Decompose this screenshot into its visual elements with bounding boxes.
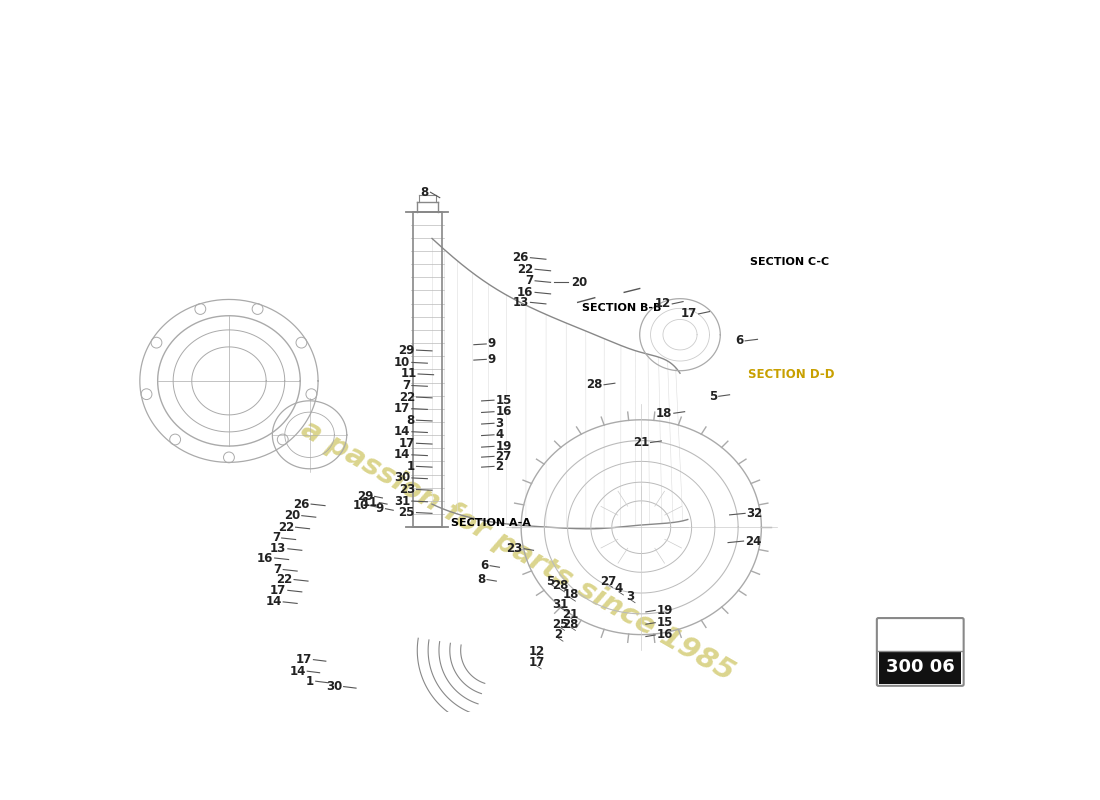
Text: 19: 19 [657,604,673,617]
Text: 17: 17 [394,402,410,415]
Text: 20: 20 [572,276,587,289]
Text: 300 06: 300 06 [886,658,955,677]
Text: 7: 7 [274,563,282,576]
Text: 30: 30 [394,471,410,485]
Text: 16: 16 [495,405,512,418]
Text: 23: 23 [506,542,522,555]
Text: 17: 17 [271,584,286,597]
Text: 29: 29 [398,344,415,357]
FancyBboxPatch shape [877,618,964,686]
Text: 22: 22 [398,390,415,403]
Text: 7: 7 [403,379,410,392]
Text: 9: 9 [487,353,496,366]
Text: 7: 7 [272,531,280,545]
Text: 13: 13 [271,542,286,555]
Text: 22: 22 [276,573,293,586]
Text: 28: 28 [552,579,568,592]
Text: 14: 14 [394,448,410,462]
Text: 5: 5 [547,574,554,587]
Text: 2: 2 [554,629,562,642]
Text: 21: 21 [632,436,649,449]
Text: 24: 24 [745,534,761,547]
Text: 27: 27 [600,574,616,587]
Text: 31: 31 [394,494,410,507]
Text: 19: 19 [495,440,512,453]
Text: a passion for parts since 1985: a passion for parts since 1985 [296,414,739,686]
Text: 25: 25 [552,618,568,630]
Text: 14: 14 [265,595,282,608]
Text: 29: 29 [356,490,373,503]
Text: 23: 23 [398,483,415,496]
Text: 5: 5 [710,390,717,403]
Text: 8: 8 [407,414,415,426]
Text: 4: 4 [615,582,623,595]
Text: 10: 10 [394,356,410,369]
Text: 14: 14 [289,665,306,678]
Text: 3: 3 [495,417,504,430]
Text: 30: 30 [326,680,342,693]
Text: 18: 18 [656,406,672,420]
Text: 13: 13 [513,296,529,309]
Text: 14: 14 [394,426,410,438]
Text: 26: 26 [294,498,309,510]
Text: 6: 6 [481,559,488,572]
Text: 10: 10 [352,499,368,512]
Text: 8: 8 [420,186,428,198]
Text: 28: 28 [562,618,579,630]
Text: 1: 1 [306,674,315,688]
Text: 12: 12 [528,646,544,658]
Text: 15: 15 [657,616,673,629]
Text: 17: 17 [296,653,312,666]
Text: 32: 32 [747,507,763,520]
Text: 9: 9 [487,338,496,350]
Text: 17: 17 [528,656,544,670]
Text: SECTION C-C: SECTION C-C [750,257,829,266]
Text: 12: 12 [654,298,671,310]
Text: 11: 11 [362,496,377,509]
Text: 16: 16 [517,286,534,299]
Text: 4: 4 [495,428,504,442]
Text: 21: 21 [562,609,579,622]
Text: 2: 2 [495,460,504,473]
Text: 27: 27 [495,450,512,463]
Text: 20: 20 [284,509,300,522]
Text: 17: 17 [398,437,415,450]
Text: 9: 9 [376,502,384,515]
Text: 16: 16 [657,629,673,642]
Text: SECTION B-B: SECTION B-B [582,302,662,313]
Text: 17: 17 [681,307,697,321]
Text: 26: 26 [513,251,529,264]
Text: 22: 22 [517,262,534,276]
Text: 16: 16 [256,551,273,565]
Text: 11: 11 [400,367,417,381]
Text: 28: 28 [586,378,603,391]
Bar [412,211,442,527]
Text: SECTION A-A: SECTION A-A [451,518,531,528]
Text: 7: 7 [526,274,534,287]
Text: 3: 3 [626,590,635,603]
Text: 8: 8 [477,573,485,586]
Text: 25: 25 [398,506,415,519]
Text: 31: 31 [552,598,568,610]
Text: 15: 15 [495,394,512,406]
Bar [879,650,961,684]
Text: 1: 1 [407,460,415,473]
Text: 6: 6 [735,334,744,347]
Text: 18: 18 [562,589,579,602]
Text: 22: 22 [278,521,294,534]
Text: SECTION D-D: SECTION D-D [748,368,835,382]
